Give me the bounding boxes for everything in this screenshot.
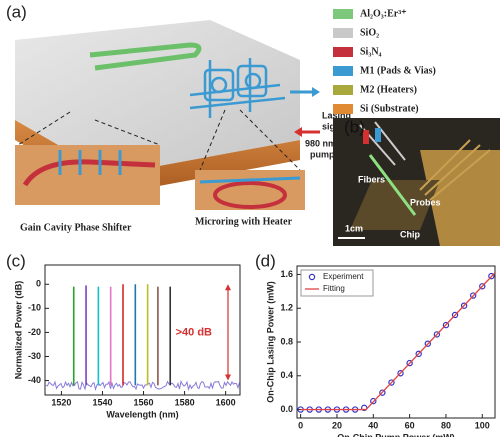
fit-line [300, 272, 495, 411]
y-axis-label: On-Chip Lasing Power (mW) [265, 281, 275, 403]
photo-label: Fibers [358, 174, 385, 184]
material-legend: Al₂O₃:Er³⁺ SiO₂ Si₃N₄ M1 (Pads & Vias) M2 (H… [333, 8, 436, 114]
chip-light [368, 154, 417, 216]
panel-b [333, 118, 500, 246]
panel-label: (c) [6, 251, 26, 270]
data-point [397, 370, 404, 377]
pump-label: pump [310, 149, 335, 159]
inset-guides [17, 109, 301, 171]
y-tick-label: -40 [28, 375, 41, 385]
x-tick-label: 60 [405, 420, 415, 430]
data-point [406, 359, 413, 367]
pump-label: 980 nm [305, 138, 336, 148]
metal-lines [189, 58, 286, 118]
y-tick-label: -10 [28, 303, 41, 313]
x-tick-label: 0 [298, 420, 303, 430]
x-tick-label: 20 [332, 420, 342, 430]
noise-floor [45, 379, 240, 392]
y-tick-label: 1.2 [280, 303, 293, 313]
data-point [415, 350, 422, 358]
data-point [379, 389, 386, 396]
data-point [442, 321, 450, 329]
gain-waveguide [89, 42, 202, 71]
x-tick-label: 40 [368, 420, 378, 430]
probes [419, 139, 491, 201]
chip [350, 180, 440, 230]
legend-label: M1 (Pads & Vias) [360, 65, 436, 76]
cladding [15, 20, 300, 175]
y-tick-label: 0 [36, 279, 41, 289]
x-tick-label: 100 [475, 420, 490, 430]
panel-label: (a) [6, 2, 27, 21]
legend-label: M2 (Heaters) [360, 84, 417, 95]
data-point [479, 283, 486, 290]
photo-label: Chip [400, 229, 420, 239]
inset-metal [199, 176, 301, 184]
y-tick-label: 0.0 [280, 404, 293, 414]
data-point [388, 379, 395, 386]
chip-holder [420, 150, 500, 246]
inset-caption: Gain Cavity Phase Shifter [20, 222, 132, 233]
lasing-label: Lasing [322, 110, 351, 120]
inset-caption: Microring with Heater [195, 216, 293, 227]
panel-label: (d) [255, 251, 276, 270]
legend-label: Si (Substrate) [360, 103, 419, 114]
x-tick-label: 1560 [134, 397, 154, 407]
annotation: >40 dB [176, 326, 212, 338]
x-tick-label: 80 [441, 420, 451, 430]
data-point [370, 397, 377, 405]
legend-swatch [333, 47, 353, 57]
legend-swatch [333, 9, 353, 19]
arrow-head [312, 87, 320, 97]
x-tick-label: 1520 [51, 397, 71, 407]
data-point [433, 331, 441, 338]
fiber-blue [375, 128, 381, 142]
y-tick-label: 0.8 [280, 336, 293, 346]
inset-left [15, 145, 160, 205]
fiber-red [363, 130, 369, 144]
data-point [470, 292, 477, 299]
inset-vias [58, 150, 122, 175]
legend-label: Fitting [323, 284, 345, 293]
photo-label: Probes [410, 197, 441, 207]
legend-swatch [333, 104, 353, 114]
x-tick-label: 1540 [92, 397, 112, 407]
inset-ring [213, 181, 287, 209]
inset-waveguide [22, 159, 156, 187]
arrow-head [225, 374, 231, 381]
legend-label: Si₃N₄ [360, 46, 382, 57]
legend-swatch [333, 85, 353, 95]
data-point [424, 340, 431, 347]
y-tick-label: -30 [28, 351, 41, 361]
x-axis-label: On-Chip Pump Power (mW) [337, 432, 455, 437]
y-tick-label: 1.6 [280, 269, 293, 279]
spectrum-chart: 1520 1540 1560 1580 1600 0 -10 -20 -30 -40 Wavelen… [13, 264, 241, 419]
x-tick-label: 1600 [216, 397, 236, 407]
legend-swatch [333, 28, 353, 38]
data-point [488, 272, 495, 280]
data-point [451, 311, 459, 319]
data-point [460, 302, 468, 309]
panel-a [15, 20, 320, 210]
power-chart: 0 20 40 60 80 100 0.0 0.4 0.8 1.2 1.6 On-Chip Pump … [265, 265, 496, 437]
y-tick-label: -20 [28, 327, 41, 337]
legend-label: Experiment [323, 272, 364, 281]
x-axis-label: Wavelength (nm) [106, 409, 178, 419]
inset-right [195, 170, 305, 210]
legend-label: SiO₂ [360, 27, 379, 38]
x-tick-label: 1580 [175, 397, 195, 407]
y-axis-label: Normalized Power (dB) [13, 281, 23, 380]
y-tick-label: 0.4 [280, 370, 293, 380]
legend-marker [308, 273, 316, 281]
legend-label: Al₂O₃:Er³⁺ [360, 8, 407, 19]
legend-swatch [333, 66, 353, 76]
scale-label: 1cm [345, 223, 363, 233]
panel-label: (b) [344, 117, 365, 136]
arrow-head [225, 284, 231, 291]
plot-frame [44, 264, 241, 396]
arrow-head [294, 127, 302, 137]
